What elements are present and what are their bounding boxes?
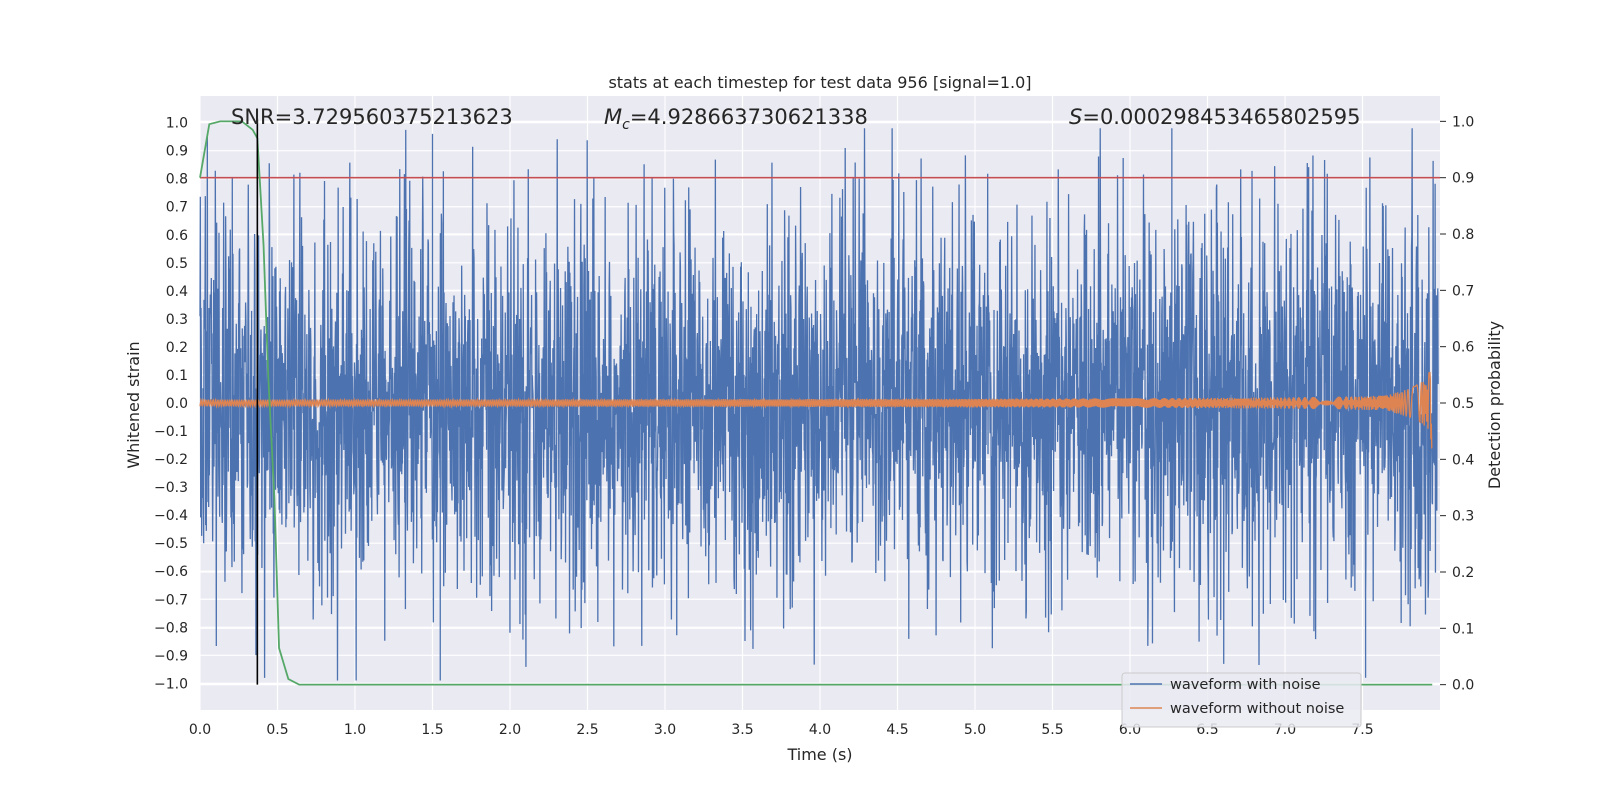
chirp-mass-symbol: M xyxy=(604,105,622,129)
y-tick-label: −0.2 xyxy=(154,452,188,468)
y-tick-label: 0.7 xyxy=(166,200,188,216)
x-tick-label: 2.5 xyxy=(576,722,598,738)
y-axis-label: Whitened strain xyxy=(124,341,143,468)
x-tick-label: 3.0 xyxy=(654,722,676,738)
snr-annotation: SNR=3.729560375213623 xyxy=(231,105,513,129)
x-tick-label: 0.5 xyxy=(266,722,288,738)
y-tick-label: 1.0 xyxy=(166,116,188,132)
axes: 0.0 0.5 1.0 1.5 2.0 2.5 3.0 3.5 4.0 4.5 5.0 5.5 6.0 6… xyxy=(154,114,1474,738)
y2-tick-label: 0.0 xyxy=(1452,678,1474,694)
y-tick-label: −0.1 xyxy=(154,424,188,440)
chirp-mass-annotation: Mc=4.928663730621338 xyxy=(604,105,868,133)
s-value: =0.000298453465802595 xyxy=(1082,105,1360,129)
s-annotation: S=0.000298453465802595 xyxy=(1069,105,1360,129)
y2-tick-label: 0.4 xyxy=(1452,452,1474,468)
y2-axis-label: Detection probability xyxy=(1485,321,1504,489)
y-tick-label: −0.9 xyxy=(154,648,188,664)
series-waveform-without-noise xyxy=(199,371,1433,449)
y-tick-label: −0.5 xyxy=(154,536,188,552)
y-tick-label: 0.8 xyxy=(166,172,188,188)
y-tick-label: 0.2 xyxy=(166,340,188,356)
y2-tick-label: 0.3 xyxy=(1452,509,1474,525)
y2-tick-label: 0.1 xyxy=(1452,621,1474,637)
y-tick-label: −0.3 xyxy=(154,480,188,496)
x-tick-label: 2.0 xyxy=(499,722,521,738)
y-tick-label: −0.7 xyxy=(154,592,188,608)
y-tick-label: 0.6 xyxy=(166,228,188,244)
y-tick-label: −0.6 xyxy=(154,564,188,580)
series-waveform-with-noise xyxy=(199,128,1440,681)
y2-tick-label: 0.9 xyxy=(1452,171,1474,187)
y-tick-label: 0.0 xyxy=(166,396,188,412)
y2-tick-label: 0.8 xyxy=(1452,227,1474,243)
y-tick-label: −1.0 xyxy=(154,676,188,692)
series-detection-probability xyxy=(199,120,1433,686)
x-tick-label: 1.0 xyxy=(344,722,366,738)
chirp-mass-subscript: c xyxy=(622,117,630,133)
legend-label-waveform-with-noise: waveform with noise xyxy=(1170,677,1321,693)
y2-tick-label: 0.6 xyxy=(1452,340,1474,356)
x-tick-label: 1.5 xyxy=(421,722,443,738)
legend-label-waveform-without-noise: waveform without noise xyxy=(1170,701,1344,717)
y-tick-label: 0.3 xyxy=(166,312,188,328)
x-tick-label: 5.5 xyxy=(1041,722,1063,738)
x-tick-label: 3.5 xyxy=(731,722,753,738)
legend-box xyxy=(1121,672,1362,728)
legend: waveform with noise waveform without noi… xyxy=(1121,672,1362,728)
y-tick-label: −0.4 xyxy=(154,508,188,524)
y2-tick-label: 0.7 xyxy=(1452,283,1474,299)
y2-tick-label: 0.2 xyxy=(1452,565,1474,581)
y-tick-label: −0.8 xyxy=(154,620,188,636)
x-tick-label: 5.0 xyxy=(964,722,986,738)
y2-tick-label: 0.5 xyxy=(1452,396,1474,412)
x-axis-label: Time (s) xyxy=(786,745,852,764)
y-tick-label: 0.1 xyxy=(166,368,188,384)
x-tick-label: 0.0 xyxy=(189,722,211,738)
s-symbol: S xyxy=(1069,105,1082,129)
y-tick-label: 0.5 xyxy=(166,256,188,272)
y-tick-label: 0.9 xyxy=(166,144,188,160)
x-tick-label: 4.0 xyxy=(809,722,831,738)
x-tick-label: 4.5 xyxy=(886,722,908,738)
y2-tick-label: 1.0 xyxy=(1452,114,1474,130)
y-tick-label: 0.4 xyxy=(166,284,188,300)
chart-title: stats at each timestep for test data 956… xyxy=(608,73,1031,92)
plot-content xyxy=(199,119,1440,686)
chirp-mass-value: =4.928663730621338 xyxy=(630,105,868,129)
